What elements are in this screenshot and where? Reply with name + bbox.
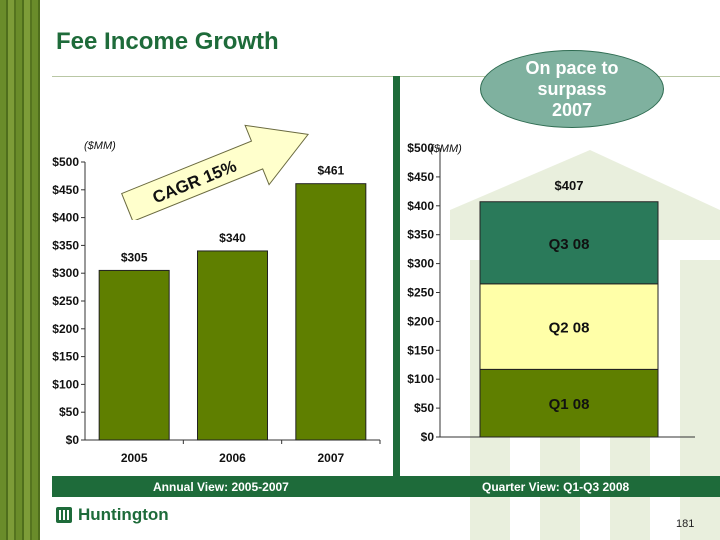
y-tick-label: $150: [407, 343, 434, 357]
y-tick-label: $300: [407, 257, 434, 271]
cagr-arrow: CAGR 15%: [121, 124, 310, 220]
x-tick-label: 2007: [317, 451, 344, 465]
y-tick-label: $50: [59, 405, 79, 419]
y-tick-label: $400: [52, 211, 79, 225]
callout-text: On pace to surpass 2007: [525, 57, 619, 120]
y-tick-label: $250: [407, 286, 434, 300]
x-tick-label: 2006: [219, 451, 246, 465]
right-unit-label: ($MM): [430, 143, 462, 155]
data-label: $305: [121, 250, 148, 264]
segment-label: Q3 08: [549, 236, 590, 253]
data-label: $340: [219, 231, 246, 245]
y-tick-label: $100: [407, 372, 434, 386]
y-tick-label: $0: [421, 430, 435, 444]
annual-view-caption: Annual View: 2005-2007: [153, 480, 289, 494]
data-label: $461: [317, 164, 344, 178]
y-tick-label: $300: [52, 266, 79, 280]
callout-ellipse: On pace to surpass 2007: [480, 50, 664, 128]
y-tick-label: $450: [52, 183, 79, 197]
annual-bar-chart: $0 $50 $100 $150 $200 $250 $300 $350 $400 $450 $50…: [52, 155, 381, 465]
huntington-logo: Huntington: [55, 505, 169, 525]
bar-2007: [295, 183, 367, 441]
y-tick-label: $250: [52, 294, 79, 308]
segment-label: Q2 08: [549, 320, 590, 337]
y-tick-label: $200: [52, 322, 79, 336]
stack-segment-1: [479, 283, 659, 370]
quarterly-stacked-chart: $0 $50 $100 $150 $200 $250 $300 $350 $400 $450 $50…: [407, 141, 695, 444]
quarter-view-caption: Quarter View: Q1-Q3 2008: [482, 480, 630, 494]
y-tick-label: $500: [52, 155, 79, 169]
y-tick-label: $450: [407, 170, 434, 184]
chart-divider: [393, 76, 400, 476]
y-tick-label: $350: [52, 238, 79, 252]
left-decorative-stripe: [0, 0, 40, 540]
stack-segment-2: [479, 201, 659, 285]
total-label: $407: [555, 178, 584, 193]
y-tick-label: $100: [52, 377, 79, 391]
title-divider: [52, 76, 720, 77]
y-tick-label: $200: [407, 314, 434, 328]
y-tick-label: $350: [407, 228, 434, 242]
y-tick-label: $150: [52, 350, 79, 364]
page-title: Fee Income Growth: [56, 28, 279, 55]
left-unit-label: ($MM): [84, 140, 116, 152]
y-tick-label: $0: [66, 433, 80, 447]
y-tick-label: $400: [407, 199, 434, 213]
y-tick-label: $500: [407, 141, 434, 155]
footer-band: [52, 476, 720, 497]
logo-mark-icon: [56, 507, 72, 523]
x-tick-label: 2005: [121, 451, 148, 465]
logo-text: Huntington: [78, 505, 169, 524]
bar-2005: [98, 269, 170, 441]
bar-2006: [197, 250, 268, 441]
page-number: 181: [676, 518, 695, 530]
stack-segment-0: [479, 368, 659, 438]
segment-label: Q1 08: [549, 396, 590, 413]
y-tick-label: $50: [414, 401, 434, 415]
